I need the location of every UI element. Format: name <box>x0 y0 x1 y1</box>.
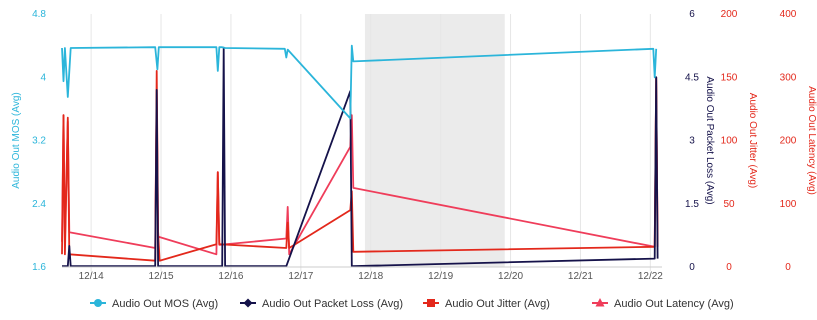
legend-item-jitter[interactable]: Audio Out Jitter (Avg) <box>423 298 550 310</box>
legend-triangle-marker-icon <box>595 298 605 307</box>
legend-label: Audio Out Jitter (Avg) <box>445 298 550 310</box>
shaded-time-band <box>364 14 505 267</box>
axes-layer: 12/14 12/15 12/16 12/17 12/18 12/19 12/20 12/21… <box>11 9 817 282</box>
jitter-axis-tick-label: 0 <box>726 262 732 273</box>
latency-axis-title: Audio Out Latency (Avg) <box>806 86 817 195</box>
series-line-jitter <box>61 70 659 262</box>
shaded-band-layer <box>364 14 505 267</box>
legend-label: Audio Out Latency (Avg) <box>614 298 734 310</box>
mos-axis-tick-label: 1.6 <box>32 262 46 273</box>
x-tick-label: 12/16 <box>218 271 243 282</box>
jitter-axis-title: Audio Out Jitter (Avg) <box>747 93 758 188</box>
jitter-axis-tick-label: 50 <box>723 199 735 210</box>
x-tick-label: 12/19 <box>428 271 453 282</box>
latency-axis-tick-label: 0 <box>785 262 791 273</box>
jitter-axis-tick-label: 100 <box>721 136 738 147</box>
legend-label: Audio Out Packet Loss (Avg) <box>262 298 403 310</box>
mos-axis-title: Audio Out MOS (Avg) <box>11 92 22 189</box>
latency-axis-tick-label: 300 <box>780 72 797 83</box>
latency-axis-tick-label: 400 <box>780 9 797 20</box>
legend-diamond-marker-icon <box>243 298 253 308</box>
x-tick-label: 12/22 <box>638 271 663 282</box>
jitter-axis-tick-label: 150 <box>721 72 738 83</box>
latency-axis-tick-label: 100 <box>780 199 797 210</box>
mos-axis-tick-label: 2.4 <box>32 199 46 210</box>
series-layer <box>61 44 659 268</box>
series-line-mos <box>61 44 658 120</box>
legend-item-packet-loss[interactable]: Audio Out Packet Loss (Avg) <box>240 298 403 310</box>
legend-square-marker-icon <box>427 299 435 307</box>
packet-loss-axis-tick-label: 1.5 <box>685 199 699 210</box>
mos-axis-tick-label: 4.8 <box>32 9 46 20</box>
x-tick-label: 12/17 <box>288 271 313 282</box>
legend: Audio Out MOS (Avg) Audio Out Packet Loss… <box>90 298 734 310</box>
legend-item-latency[interactable]: Audio Out Latency (Avg) <box>592 298 734 310</box>
packet-loss-axis-tick-label: 6 <box>689 9 695 20</box>
packet-loss-axis-tick-label: 3 <box>689 136 695 147</box>
latency-axis-tick-label: 200 <box>780 136 797 147</box>
x-tick-label: 12/21 <box>568 271 593 282</box>
x-tick-label: 12/18 <box>358 271 383 282</box>
mos-axis-tick-label: 3.2 <box>32 136 46 147</box>
series-line-packet-loss <box>62 46 659 268</box>
packet-loss-axis-tick-label: 0 <box>689 262 695 273</box>
jitter-axis-tick-label: 200 <box>721 9 738 20</box>
legend-label: Audio Out MOS (Avg) <box>112 298 218 310</box>
packet-loss-axis-title: Audio Out Packet Loss (Avg) <box>704 76 715 204</box>
x-tick-label: 12/15 <box>149 271 174 282</box>
x-tick-label: 12/20 <box>498 271 523 282</box>
legend-item-mos[interactable]: Audio Out MOS (Avg) <box>90 298 218 310</box>
series-line-latency <box>61 76 659 256</box>
packet-loss-axis-tick-label: 4.5 <box>685 72 699 83</box>
mos-axis-tick-label: 4 <box>40 72 46 83</box>
x-tick-label: 12/14 <box>79 271 104 282</box>
legend-circle-marker-icon <box>94 299 102 307</box>
